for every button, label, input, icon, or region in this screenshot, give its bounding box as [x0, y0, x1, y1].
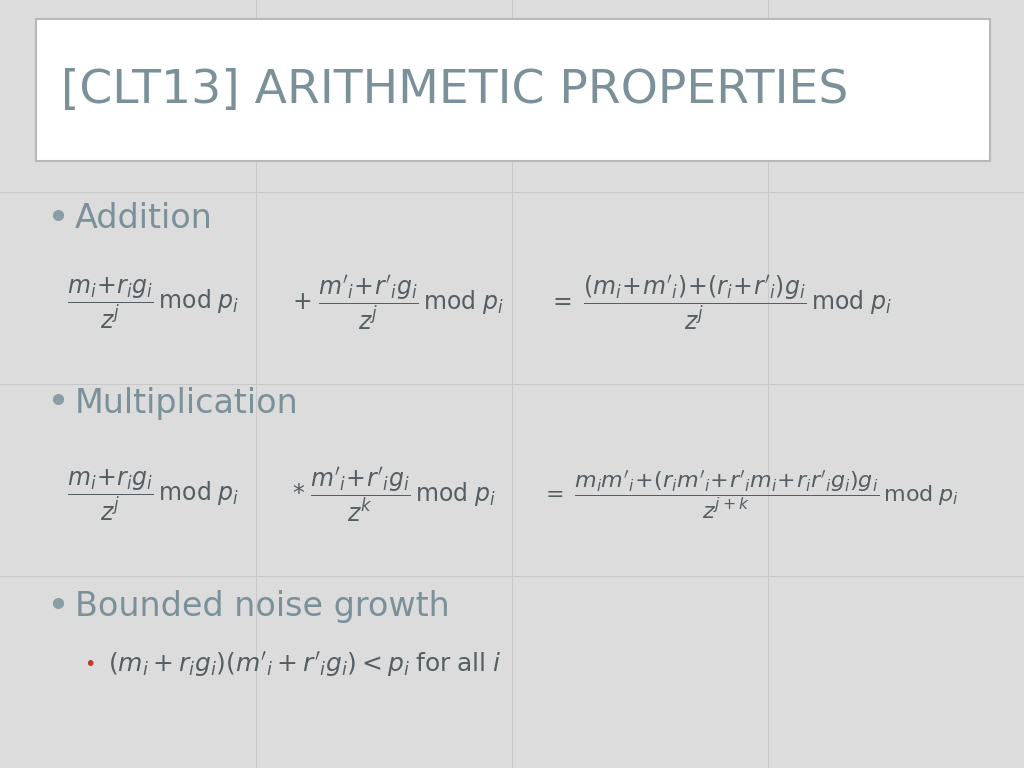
Text: Multiplication: Multiplication: [75, 387, 299, 419]
Text: Addition: Addition: [75, 203, 213, 235]
Text: $\dfrac{m_i\!+\!r_ig_i}{z^j}\,\mathrm{mod}\;p_i$: $\dfrac{m_i\!+\!r_ig_i}{z^j}\,\mathrm{mo…: [67, 468, 239, 523]
Text: $=\;\dfrac{(m_i\!+\!m'_i)\!+\!(r_i\!+\!r'_i)g_i}{z^j}\,\mathrm{mod}\;p_i$: $=\;\dfrac{(m_i\!+\!m'_i)\!+\!(r_i\!+\!r…: [548, 274, 892, 333]
Text: $=\;\dfrac{m_im'_i\!+\!(r_im'_i\!+\!r'_im_i\!+\!r_ir'_ig_i)g_i}{z^{j+k}}\,\mathr: $=\;\dfrac{m_im'_i\!+\!(r_im'_i\!+\!r'_i…: [541, 469, 958, 521]
Text: [CLT13] ARITHMETIC PROPERTIES: [CLT13] ARITHMETIC PROPERTIES: [61, 68, 849, 113]
Text: •: •: [84, 655, 95, 674]
Text: $*\;\dfrac{m'_i\!+\!r'_ig_i}{z^k}\,\mathrm{mod}\;p_i$: $*\;\dfrac{m'_i\!+\!r'_ig_i}{z^k}\,\math…: [292, 465, 496, 525]
Bar: [36, 19, 990, 161]
Text: •: •: [46, 588, 69, 626]
Text: $\dfrac{m_i\!+\!r_ig_i}{z^j}\,\mathrm{mod}\;p_i$: $\dfrac{m_i\!+\!r_ig_i}{z^j}\,\mathrm{mo…: [67, 276, 239, 331]
Text: •: •: [46, 200, 69, 238]
Text: $(m_i + r_ig_i)(m'_i + r'_ig_i) < p_i\;\mathrm{for\;all\;}i$: $(m_i + r_ig_i)(m'_i + r'_ig_i) < p_i\;\…: [108, 650, 501, 679]
Text: Bounded noise growth: Bounded noise growth: [75, 591, 450, 623]
Text: •: •: [46, 384, 69, 422]
Text: $+\;\dfrac{m'_i\!+\!r'_ig_i}{z^j}\,\mathrm{mod}\;p_i$: $+\;\dfrac{m'_i\!+\!r'_ig_i}{z^j}\,\math…: [292, 273, 504, 333]
